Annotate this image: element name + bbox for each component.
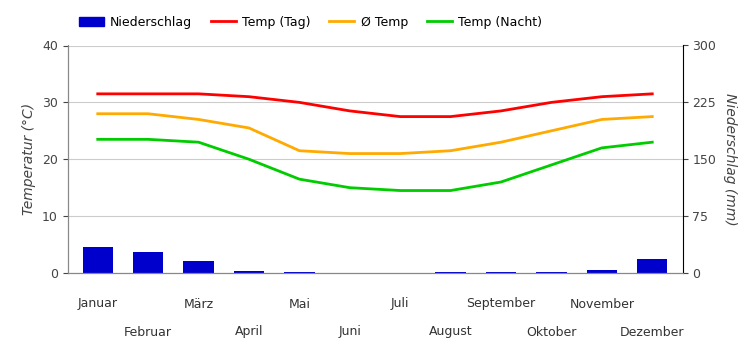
Bar	[234, 272, 264, 273]
Text: Februar: Februar	[124, 326, 172, 338]
Text: April: April	[235, 326, 263, 338]
Y-axis label: Niederschlag (mm): Niederschlag (mm)	[723, 93, 737, 225]
Text: August: August	[429, 326, 472, 338]
Text: Mai: Mai	[289, 298, 310, 310]
Text: Juli: Juli	[391, 298, 410, 310]
Bar	[184, 261, 214, 273]
Text: März: März	[184, 298, 214, 310]
Bar	[536, 272, 566, 273]
Text: Januar: Januar	[78, 298, 118, 310]
Text: Dezember: Dezember	[620, 326, 685, 338]
Bar	[638, 259, 668, 273]
Bar	[486, 272, 516, 273]
Bar	[436, 272, 466, 273]
Bar	[82, 247, 112, 273]
Text: Oktober: Oktober	[526, 326, 577, 338]
Bar	[284, 272, 314, 273]
Bar	[133, 252, 164, 273]
Text: September: September	[466, 298, 536, 310]
Text: Juni: Juni	[338, 326, 362, 338]
Text: November: November	[569, 298, 634, 310]
Bar	[586, 270, 617, 273]
Y-axis label: Temperatur (°C): Temperatur (°C)	[22, 103, 36, 215]
Legend: Niederschlag, Temp (Tag), Ø Temp, Temp (Nacht): Niederschlag, Temp (Tag), Ø Temp, Temp (…	[74, 11, 547, 34]
